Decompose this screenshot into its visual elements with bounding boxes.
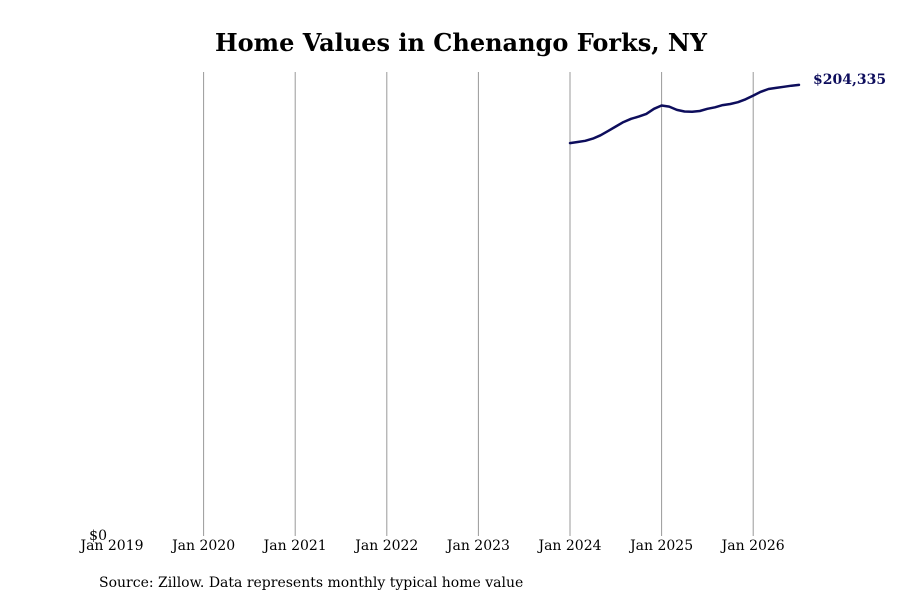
chart-title: Home Values in Chenango Forks, NY [215, 28, 708, 57]
y-tick-label: $0 [89, 528, 107, 544]
x-tick-label: Jan 2022 [353, 538, 418, 554]
x-tick-label: Jan 2020 [170, 538, 235, 554]
x-tick-label: Jan 2019 [78, 538, 143, 554]
x-tick-label: Jan 2026 [720, 538, 785, 554]
x-tick-label: Jan 2025 [628, 538, 693, 554]
end-value-label: $204,335 [813, 72, 886, 88]
x-tick-label: Jan 2023 [445, 538, 510, 554]
x-tick-label: Jan 2021 [262, 538, 327, 554]
axis-ticks: Jan 2019 Jan 2020 Jan 2021 Jan 2022 Jan 2023… [78, 528, 784, 554]
source-note: Source: Zillow. Data represents monthly … [99, 575, 523, 591]
series-line [568, 83, 801, 145]
x-tick-label: Jan 2024 [536, 538, 601, 554]
grid-lines [203, 72, 754, 536]
plot-area: $204,335 [568, 72, 886, 145]
